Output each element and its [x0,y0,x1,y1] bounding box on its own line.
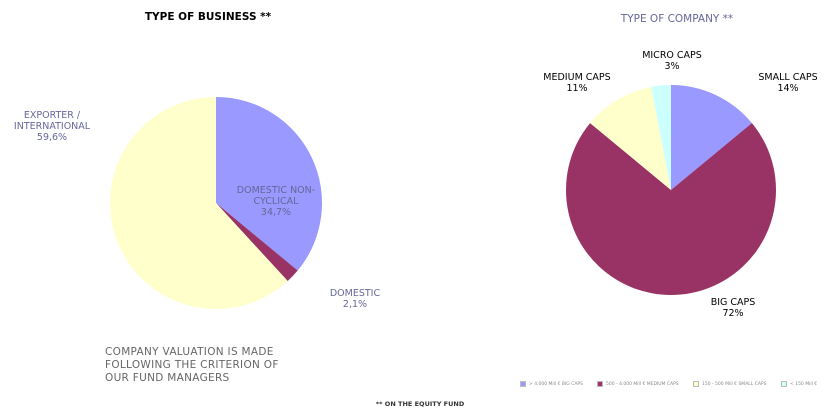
pie-slice [216,97,323,271]
legend-swatch [693,381,699,387]
slice-label: SMALL CAPS 14% [743,72,833,94]
legend-label: 500 - 4.000 Mill € MEDIUM CAPS [606,381,679,387]
pie-slice [110,97,288,309]
chart-title: TYPE OF BUSINESS ** [144,11,272,23]
legend-swatch [520,381,526,387]
slice-name: SMALL CAPS [758,72,818,83]
slice-value: 14% [777,83,799,94]
legend-item: 150 - 500 Mill € SMALL CAPS [693,381,767,387]
slice-label: EXPORTER / INTERNATIONAL 59,6% [0,110,107,143]
legend-label: > 4.000 Mill € BIG CAPS [529,381,583,387]
slice-value: 3% [664,61,680,72]
chart-title: TYPE OF COMPANY ** [620,13,734,25]
legend-label: < 150 Mill € [790,381,818,387]
legend-swatch [781,381,787,387]
slice-name: DOMESTIC [329,288,381,299]
slice-label: MICRO CAPS 3% [627,50,717,72]
legend-item: 500 - 4.000 Mill € MEDIUM CAPS [597,381,679,387]
slice-label: BIG CAPS 72% [688,297,778,319]
pie-slice [671,85,752,190]
slice-label: MEDIUM CAPS 11% [532,72,622,94]
slice-name: EXPORTER / INTERNATIONAL [13,110,91,132]
footer: ** ON THE EQUITY FUND [375,400,465,408]
slice-label: DOMESTIC 2,1% [310,288,400,310]
slice-value: 59,6% [36,132,68,143]
slice-label: DOMESTIC NON-CYCLICAL 34,7% [221,185,331,218]
pie-slice [651,85,671,190]
pie-slice [566,123,776,296]
pie-slice [216,203,298,282]
slice-value: 2,1% [342,299,368,310]
slice-name: MICRO CAPS [642,50,702,61]
legend-item: < 150 Mill € [781,381,817,387]
slice-value: 72% [722,308,744,319]
slice-name: DOMESTIC NON-CYCLICAL [236,185,316,207]
pie-slice [590,86,671,190]
legend-item: > 4.000 Mill € BIG CAPS [520,381,583,387]
slice-value: 11% [566,83,588,94]
legend-label: 150 - 500 Mill € SMALL CAPS [702,381,767,387]
note: COMPANY VALUATION IS MADE FOLLOWING THE … [105,346,279,384]
legend-swatch [597,381,603,387]
slice-name: MEDIUM CAPS [543,72,611,83]
slice-name: BIG CAPS [710,297,756,308]
slice-value: 34,7% [260,207,292,218]
